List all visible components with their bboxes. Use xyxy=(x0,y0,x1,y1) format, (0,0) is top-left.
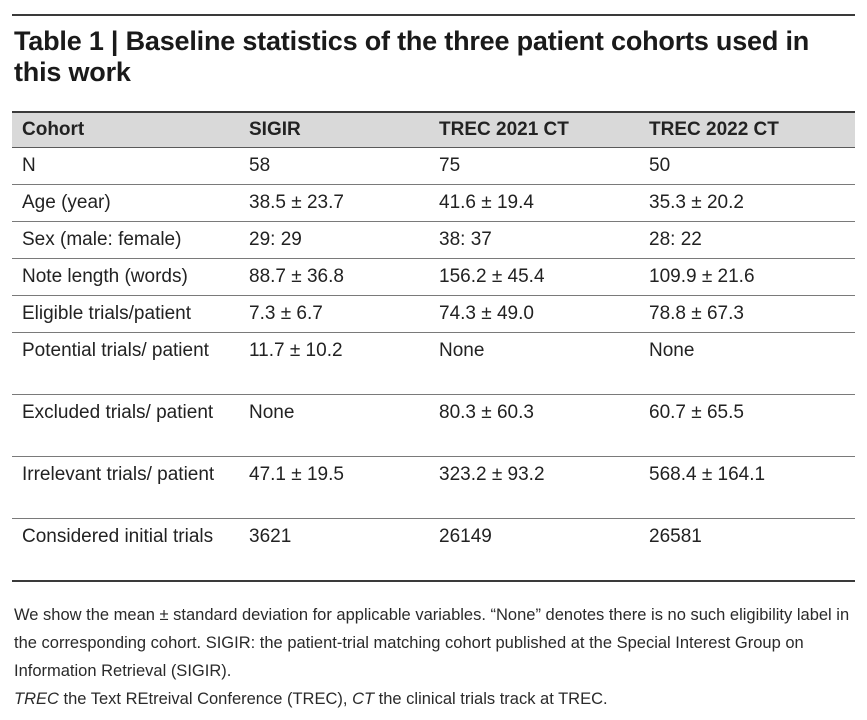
header-cohort: Cohort xyxy=(12,111,239,148)
row-label: Note length (words) xyxy=(12,258,239,296)
ct-abbreviation: CT xyxy=(352,690,375,708)
row-label: Sex (male: female) xyxy=(12,221,239,259)
row-label: Considered initial trials xyxy=(12,518,239,582)
row-label: Excluded trials/ patient xyxy=(12,394,239,457)
row-label: N xyxy=(12,147,239,185)
cell-trec-2021: 323.2 ± 93.2 xyxy=(429,456,639,519)
row-label: Eligible trials/patient xyxy=(12,295,239,333)
cell-sigir: 88.7 ± 36.8 xyxy=(239,258,429,296)
row-label: Age (year) xyxy=(12,184,239,222)
table-header-row: Cohort SIGIR TREC 2021 CT TREC 2022 CT xyxy=(12,111,855,148)
cell-trec-2021: 156.2 ± 45.4 xyxy=(429,258,639,296)
table-row: N 58 75 50 xyxy=(12,147,855,185)
footnote-text: We show the mean ± standard deviation fo… xyxy=(14,606,850,680)
cell-trec-2022: 568.4 ± 164.1 xyxy=(639,456,855,519)
cell-trec-2021: 26149 xyxy=(429,518,639,582)
cell-sigir: 47.1 ± 19.5 xyxy=(239,456,429,519)
cell-sigir: None xyxy=(239,394,429,457)
row-label: Irrelevant trials/ patient xyxy=(12,456,239,519)
table-caption: Table 1 | Baseline statistics of the thr… xyxy=(14,26,810,87)
header-trec-2022-ct: TREC 2022 CT xyxy=(639,111,855,148)
ct-definition: the clinical trials track at TREC. xyxy=(374,690,608,708)
cell-trec-2021: None xyxy=(429,332,639,395)
table-row: Sex (male: female) 29: 29 38: 37 28: 22 xyxy=(12,221,855,259)
cell-trec-2021: 74.3 ± 49.0 xyxy=(429,295,639,333)
cell-trec-2022: 60.7 ± 65.5 xyxy=(639,394,855,457)
cell-trec-2022: None xyxy=(639,332,855,395)
table-footnotes: We show the mean ± standard deviation fo… xyxy=(14,601,862,713)
header-sigir: SIGIR xyxy=(239,111,429,148)
table-row: Note length (words) 88.7 ± 36.8 156.2 ± … xyxy=(12,258,855,296)
cell-trec-2022: 28: 22 xyxy=(639,221,855,259)
cell-trec-2022: 26581 xyxy=(639,518,855,582)
cell-trec-2022: 78.8 ± 67.3 xyxy=(639,295,855,333)
cell-sigir: 38.5 ± 23.7 xyxy=(239,184,429,222)
cell-trec-2022: 109.9 ± 21.6 xyxy=(639,258,855,296)
cell-trec-2021: 75 xyxy=(429,147,639,185)
cell-trec-2021: 80.3 ± 60.3 xyxy=(429,394,639,457)
top-rule xyxy=(12,14,855,16)
table-row: Potential trials/ patient 11.7 ± 10.2 No… xyxy=(12,332,855,395)
cell-sigir: 29: 29 xyxy=(239,221,429,259)
trec-abbreviation: TREC xyxy=(14,690,59,708)
table-row: Irrelevant trials/ patient 47.1 ± 19.5 3… xyxy=(12,456,855,519)
cell-sigir: 11.7 ± 10.2 xyxy=(239,332,429,395)
header-trec-2021-ct: TREC 2021 CT xyxy=(429,111,639,148)
table-row: Considered initial trials 3621 26149 265… xyxy=(12,518,855,582)
table-row: Age (year) 38.5 ± 23.7 41.6 ± 19.4 35.3 … xyxy=(12,184,855,222)
cell-sigir: 3621 xyxy=(239,518,429,582)
cell-trec-2022: 35.3 ± 20.2 xyxy=(639,184,855,222)
cell-trec-2022: 50 xyxy=(639,147,855,185)
cell-sigir: 7.3 ± 6.7 xyxy=(239,295,429,333)
table-row: Excluded trials/ patient None 80.3 ± 60.… xyxy=(12,394,855,457)
cell-trec-2021: 38: 37 xyxy=(429,221,639,259)
footnote-abbreviations: TREC the Text REtreival Conference (TREC… xyxy=(14,685,862,713)
cell-trec-2021: 41.6 ± 19.4 xyxy=(429,184,639,222)
trec-definition: the Text REtreival Conference (TREC), xyxy=(58,690,353,708)
baseline-statistics-table: Cohort SIGIR TREC 2021 CT TREC 2022 CT N… xyxy=(12,111,855,582)
cell-sigir: 58 xyxy=(239,147,429,185)
table-row: Eligible trials/patient 7.3 ± 6.7 74.3 ±… xyxy=(12,295,855,333)
row-label: Potential trials/ patient xyxy=(12,332,239,395)
